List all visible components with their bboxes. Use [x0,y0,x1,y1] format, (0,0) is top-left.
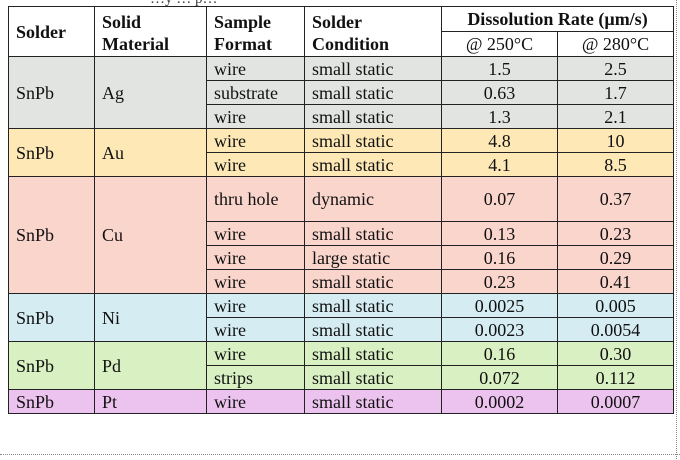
dissolution-rate-table: Solder Solid Material Sample Format Sold… [8,6,674,414]
table-row: wire large static 0.16 0.29 [9,245,674,270]
cell-solder: SnPb [8,128,95,177]
cell-rate-280: 2.1 [557,104,674,129]
cell-rate-250: 0.0002 [441,389,558,414]
table-row: substrate small static 0.63 1.7 [9,80,674,105]
header-solid-material-line2: Material [102,33,169,54]
cell-rate-280: 1.7 [557,80,674,105]
table-row: strips small static 0.072 0.112 [9,365,674,390]
table-row: SnPb Cu thru hole dynamic 0.07 0.37 [8,176,674,294]
cell-sample-format: wire [206,221,305,246]
table-row: wire small static 0.13 0.23 [9,221,674,246]
table-body: SnPb Ag wire small static 1.5 2.5 substrate sma… [8,56,674,414]
cell-solder-condition: small static [304,80,442,105]
cell-rate-280: 0.37 [557,176,674,222]
cell-solder: SnPb [8,389,95,414]
cell-solid-material: Pd [94,341,207,390]
cell-sample-format: wire [206,269,305,294]
cell-solid-material: Pt [94,389,207,414]
table-row: SnPb Ag wire small static 1.5 2.5 [8,56,674,129]
cell-rate-250: 0.072 [441,365,558,390]
clipped-caption-text: …y … p… [150,0,218,8]
cell-solder-condition: small static [304,317,442,342]
cell-solder: SnPb [8,341,95,390]
table-row: SnPb Pt wire small static 0.0002 0.0007 [8,389,674,414]
header-solder-condition-line2: Condition [312,33,390,54]
cell-rate-250: 0.0025 [441,293,558,318]
cell-solder-condition: small static [304,293,442,318]
header-sample-format-line2: Format [214,33,272,54]
cell-solder: SnPb [8,176,95,294]
cell-solder-condition: small static [304,365,442,390]
cell-rate-280: 8.5 [557,152,674,177]
cell-solder-condition: small static [304,128,442,153]
header-temp-280: @ 280°C [557,31,674,57]
cell-solid-material: Cu [94,176,207,294]
cell-sample-format: wire [206,104,305,129]
cell-rate-250: 1.3 [441,104,558,129]
cell-rate-250: 0.63 [441,80,558,105]
header-sample-format: Sample Format [206,6,305,57]
table-row: SnPb Au wire small static 4.8 10 [8,128,674,177]
cell-sample-format: wire [206,245,305,270]
header-sample-format-line1: Sample [214,11,272,32]
cell-sample-format: wire [206,389,305,414]
cell-sample-format: wire [206,317,305,342]
cell-sample-format: thru hole [206,176,305,222]
cell-sample-format: wire [206,56,305,81]
cell-solder-condition: dynamic [304,176,442,222]
table-row: wire small static 0.0023 0.0054 [9,317,674,342]
cell-rate-250: 0.16 [441,245,558,270]
table-row: wire small static 1.3 2.1 [9,104,674,129]
table-row: wire small static 0.23 0.41 [9,269,674,294]
cell-solid-material: Au [94,128,207,177]
cell-solder-condition: small static [304,269,442,294]
cell-sample-format: substrate [206,80,305,105]
cell-solid-material: Ni [94,293,207,342]
cell-rate-280: 2.5 [557,56,674,81]
cell-rate-280: 0.41 [557,269,674,294]
bottom-crop-edge [0,454,680,460]
cell-sample-format: wire [206,293,305,318]
table-row: SnPb Ni wire small static 0.0025 0.005 [8,293,674,342]
header-solder-condition-line1: Solder [312,11,363,32]
header-solder-condition: Solder Condition [304,6,442,57]
cell-solder-condition: small static [304,341,442,366]
cell-rate-250: 4.8 [441,128,558,153]
cell-rate-250: 0.13 [441,221,558,246]
header-solid-material-line1: Solid [102,11,142,32]
cell-rate-250: 0.16 [441,341,558,366]
cell-solder-condition: large static [304,245,442,270]
cell-sample-format: wire [206,341,305,366]
cell-rate-280: 0.005 [557,293,674,318]
cell-sample-format: strips [206,365,305,390]
cell-rate-280: 0.23 [557,221,674,246]
cell-rate-280: 0.29 [557,245,674,270]
header-temp-250: @ 250°C [441,31,558,57]
cell-solid-material: Ag [94,56,207,129]
cell-rate-250: 0.23 [441,269,558,294]
header-solder: Solder [8,6,95,57]
cell-solder-condition: small static [304,104,442,129]
cell-rate-280: 0.112 [557,365,674,390]
cell-rate-250: 0.07 [441,176,558,222]
cell-solder-condition: small static [304,152,442,177]
cell-sample-format: wire [206,152,305,177]
right-crop-edge [676,0,680,459]
cell-solder-condition: small static [304,56,442,81]
cell-rate-280: 10 [557,128,674,153]
cell-rate-250: 0.0023 [441,317,558,342]
table-row: SnPb Pd wire small static 0.16 0.30 [8,341,674,390]
cell-rate-250: 4.1 [441,152,558,177]
header-solid-material: Solid Material [94,6,207,57]
cell-rate-280: 0.30 [557,341,674,366]
cell-rate-250: 1.5 [441,56,558,81]
cell-solder-condition: small static [304,389,442,414]
cell-sample-format: wire [206,128,305,153]
cell-rate-280: 0.0007 [557,389,674,414]
cell-rate-280: 0.0054 [557,317,674,342]
cell-solder: SnPb [8,56,95,129]
cell-solder: SnPb [8,293,95,342]
cell-solder-condition: small static [304,221,442,246]
header-dissolution-rate: Dissolution Rate (µm/s) [441,6,674,32]
